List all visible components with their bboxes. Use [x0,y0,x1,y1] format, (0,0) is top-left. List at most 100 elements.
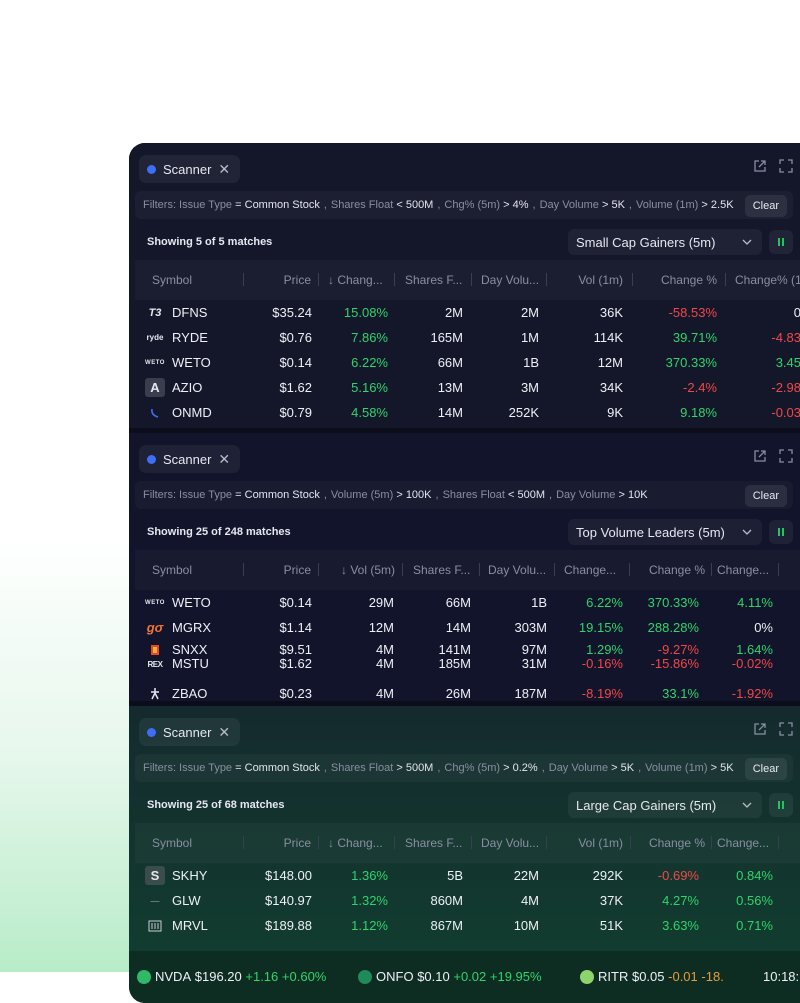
col-change-1m[interactable]: Change... [717,563,770,577]
col-price[interactable]: Price [283,563,311,577]
shares-float: 13M [437,380,463,395]
change-5m: -8.19% [581,686,623,701]
vol-1m: 292K [592,868,623,883]
symbol: MRVL [172,918,208,933]
symbol: AZIO [172,380,203,395]
col-vol-1m[interactable]: Vol (1m) [578,836,623,850]
table-row[interactable]: S SKHY $148.00 1.36% 5B 22M 292K -0.69% … [129,863,800,888]
change-5m: 1.12% [351,918,388,933]
change-5m: 7.86% [351,330,388,345]
col-symbol[interactable]: Symbol [152,563,193,577]
fullscreen-icon[interactable] [779,449,793,463]
shares-float: 2M [444,305,463,320]
table-row[interactable]: ryde RYDE $0.76 7.86% 165M 1M 114K 39.71… [129,325,800,350]
col-shares-float[interactable]: Shares F... [405,273,463,287]
ticker-item[interactable]: NVDA $196.20 +1.16 +0.60% [137,951,326,1003]
shares-float: 26M [445,686,471,701]
scanner-tab[interactable]: Scanner ✕ [139,718,241,746]
preset-select[interactable]: Large Cap Gainers (5m) [568,792,762,818]
filter-op: = [235,489,242,501]
col-symbol[interactable]: Symbol [152,836,193,850]
table-row[interactable]: — GLW $140.97 1.32% 860M 4M 37K 4.27% 0.… [129,888,800,913]
table-row[interactable]: T3 DFNS $35.24 15.08% 2M 2M 36K -58.53% … [129,300,800,325]
table-row[interactable]: MRVL $189.88 1.12% 867M 10M 51K 3.63% 0.… [129,913,800,938]
preset-label: Small Cap Gainers (5m) [576,234,716,250]
col-shares-float[interactable]: Shares F... [405,836,463,850]
col-symbol[interactable]: Symbol [152,273,193,287]
filter-value: 10K [627,489,648,501]
price: $1.14 [279,620,312,635]
col-vol-1m[interactable]: Vol (1m) [578,273,623,287]
pause-button[interactable] [769,520,793,544]
filter-key: Chg% (5m) [444,762,501,774]
col-vol-5m[interactable]: ↓ Vol (5m) [340,563,395,577]
pause-button[interactable] [769,793,793,817]
ticker-item[interactable]: ONFO $0.10 +0.02 +19.95% [358,951,542,1003]
col-day-volume[interactable]: Day Volu... [488,563,547,577]
filter-value: 500M [517,489,546,501]
table-row[interactable]: ZBAO $0.23 4M 26M 187M -8.19% 33.1% -1.9… [129,681,800,701]
col-change-pct[interactable]: Change % [648,836,705,850]
clear-button[interactable]: Clear [744,195,787,217]
table-row[interactable]: SNXX $9.51 4M 141M 97M 1.29% -9.27% 1.64… [129,643,800,657]
ticker-change: -0.01 [668,969,698,984]
fullscreen-icon[interactable] [779,722,793,736]
col-shares-float[interactable]: Shares F... [413,563,471,577]
col-change-5m[interactable]: ↓ Chang... [328,273,383,287]
price: $0.14 [279,355,312,370]
scanner-tab[interactable]: Scanner ✕ [139,445,241,473]
filter-op: > [396,489,403,501]
popout-icon[interactable] [753,722,767,736]
col-change-pct[interactable]: Change % [660,273,717,287]
col-change-5m[interactable]: ↓ Chang... [328,836,383,850]
popout-icon[interactable] [753,159,767,173]
pause-button[interactable] [769,230,793,254]
shares-float: 14M [437,405,463,420]
table-row[interactable]: A AZIO $1.62 5.16% 13M 3M 34K -2.4% -2.9… [129,375,800,400]
day-volume: 303M [514,620,547,635]
filter-value: 100K [405,489,432,501]
vol-5m: 4M [375,656,394,671]
clear-button[interactable]: Clear [744,485,787,507]
change-5m: 4.58% [351,405,388,420]
col-price[interactable]: Price [283,273,311,287]
change-5m: 6.22% [586,595,623,610]
tab-label: Scanner [163,161,212,177]
col-day-volume[interactable]: Day Volu... [481,836,540,850]
popout-icon[interactable] [753,449,767,463]
change-5m: -0.16% [581,656,623,671]
col-change-1m[interactable]: Change% (1m [735,273,800,287]
price: $1.62 [279,380,312,395]
match-count: Showing 25 of 248 matches [147,526,291,538]
change-1m: 0.84% [736,868,773,883]
col-change-5m[interactable]: Change... [564,563,617,577]
filter-op: = [235,762,242,774]
pause-icon [778,238,780,246]
table-row[interactable]: ONMD $0.79 4.58% 14M 252K 9K 9.18% -0.03 [129,400,800,425]
filter-key: Day Volume [539,199,599,211]
table-row[interactable]: REX MSTU $1.62 4M 185M 31M -0.16% -15.86… [129,657,800,671]
col-day-volume[interactable]: Day Volu... [481,273,540,287]
scanner-tab[interactable]: Scanner ✕ [139,155,241,183]
col-change-1m[interactable]: Change... [717,836,770,850]
table-row[interactable]: WETO WETO $0.14 6.22% 66M 1B 12M 370.33%… [129,350,800,375]
preset-select[interactable]: Small Cap Gainers (5m) [568,229,762,255]
table-row[interactable]: gσ MGRX $1.14 12M 14M 303M 19.15% 288.28… [129,615,800,640]
clear-button[interactable]: Clear [744,758,787,780]
price: $35.24 [272,305,312,320]
company-logo-icon: ryde [146,333,164,342]
ticker-item[interactable]: RITR $0.05 -0.01 -18. [580,951,724,1003]
col-change-pct[interactable]: Change % [648,563,705,577]
close-icon[interactable]: ✕ [218,723,231,740]
ticker-change: +1.16 [245,969,279,984]
preset-select[interactable]: Top Volume Leaders (5m) [568,519,762,545]
vol-1m: 34K [599,380,623,395]
close-icon[interactable]: ✕ [218,160,231,177]
table-row[interactable]: WETO WETO $0.14 29M 66M 1B 6.22% 370.33%… [129,590,800,615]
fullscreen-icon[interactable] [779,159,793,173]
price: $140.97 [265,893,312,908]
filter-op: > [701,199,708,211]
ritr-logo-icon [580,970,594,984]
close-icon[interactable]: ✕ [218,450,231,467]
col-price[interactable]: Price [283,836,311,850]
